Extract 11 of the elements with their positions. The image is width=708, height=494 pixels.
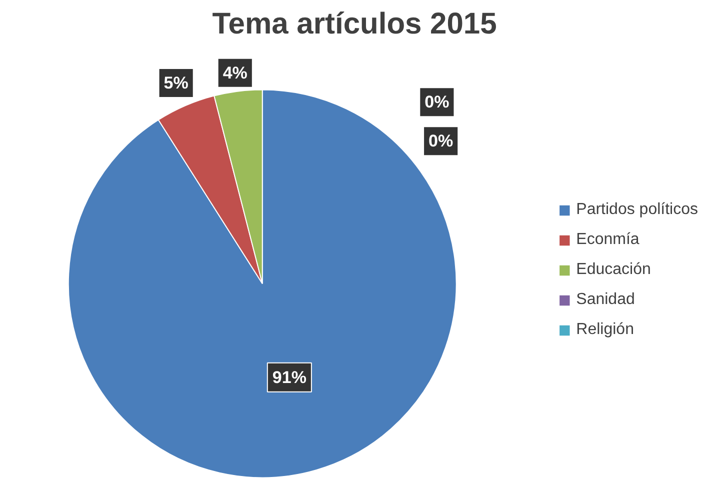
legend-label: Religión xyxy=(576,320,634,338)
text: 0% xyxy=(428,132,454,151)
data-label: 4% xyxy=(222,63,248,82)
chart-title: Tema artículos 2015 xyxy=(212,8,497,40)
data-label: 91% xyxy=(272,368,306,387)
legend-label: Sanidad xyxy=(576,290,635,308)
text: 0% xyxy=(424,92,450,112)
legend-label: Econmía xyxy=(576,230,640,248)
legend-label: Partidos políticos xyxy=(576,200,698,218)
data-label: 5% xyxy=(164,74,188,93)
legend-label: Educación xyxy=(576,260,651,278)
